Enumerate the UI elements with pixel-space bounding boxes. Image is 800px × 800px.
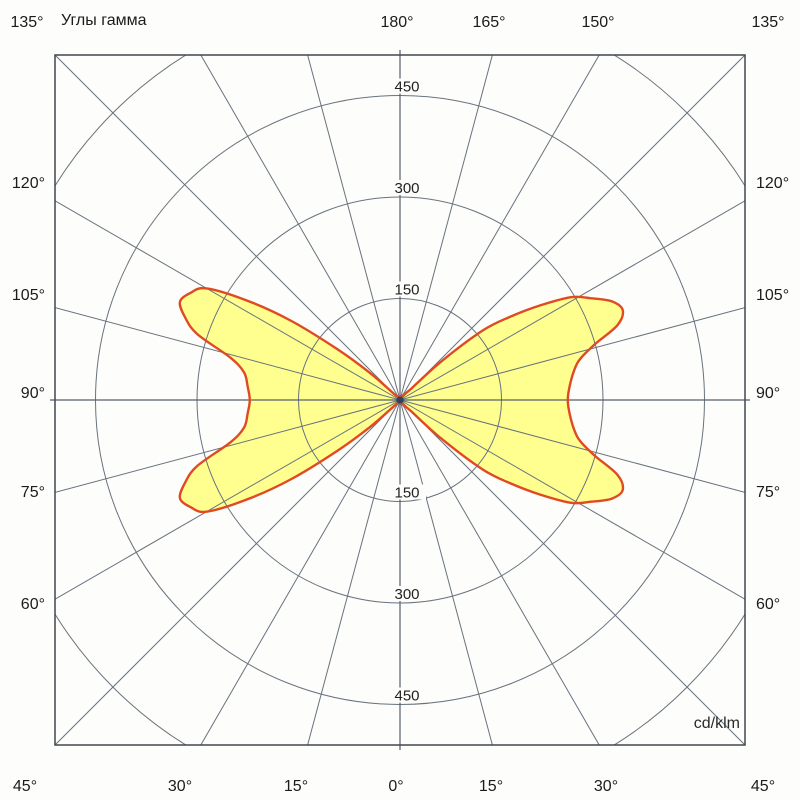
angle-label-bottom: 30° <box>168 778 192 795</box>
grid-radial-line <box>399 399 493 745</box>
scale-label-bg <box>389 484 426 500</box>
plot-border <box>54 54 746 746</box>
grid-radial-line <box>399 399 600 745</box>
grid-radial-line <box>399 200 745 401</box>
chart-title: Углы гамма <box>61 12 147 29</box>
scale-label-bg <box>389 586 426 601</box>
angle-label-top: 150° <box>581 14 614 31</box>
intensity-lobe-left-outline <box>178 286 402 514</box>
grid-radial-line <box>399 399 745 745</box>
grid-radial-line <box>55 55 401 401</box>
scale-label: 150 <box>394 282 419 299</box>
scale-label-bg <box>389 78 426 94</box>
angle-label-bottom: 45° <box>751 778 775 795</box>
angle-label-right: 105° <box>756 287 789 304</box>
scale-label: 450 <box>394 688 419 705</box>
grid-radial-line <box>307 55 401 401</box>
angle-label-left: 105° <box>12 287 45 304</box>
grid-radial-line <box>399 399 745 493</box>
scale-label: 300 <box>394 180 419 197</box>
grid-radial-line <box>399 307 745 401</box>
angle-label-left: 120° <box>12 175 45 192</box>
scale-label-bg <box>389 281 426 297</box>
grid-radial-line <box>399 55 600 401</box>
angle-label-bottom: 30° <box>594 778 618 795</box>
scale-label: 150 <box>394 485 419 502</box>
angle-label-right: 120° <box>756 175 789 192</box>
angle-label-top: 135° <box>10 14 43 31</box>
radial-scale-labels: 450 300 150 150 300 450 <box>389 78 426 705</box>
scale-label: 450 <box>394 79 419 96</box>
intensity-lobe-right-outline <box>398 295 625 505</box>
angle-labels: 135° 180° 165° 150° 135° 120° 105° 90° 75° 60° 120… <box>10 14 789 795</box>
origin-dot <box>396 396 404 404</box>
angle-label-left: 60° <box>21 596 45 613</box>
grid-radial-line <box>399 55 745 401</box>
intensity-curve-outline-layer <box>178 286 625 514</box>
grid-radial-line <box>55 200 401 401</box>
grid-radial-line <box>55 307 401 401</box>
angle-label-bottom: 0° <box>388 778 403 795</box>
angle-label-top: 135° <box>751 14 784 31</box>
angle-label-left: 90° <box>21 385 45 402</box>
grid-radial-line <box>200 55 401 401</box>
unit-label: cd/klm <box>693 715 740 732</box>
grid-radial-line <box>55 399 401 493</box>
angle-label-bottom: 15° <box>479 778 503 795</box>
scale-label-bg <box>389 180 426 195</box>
angle-label-top: 165° <box>472 14 505 31</box>
scale-label: 300 <box>394 586 419 603</box>
grid-radial-line <box>200 399 401 745</box>
angle-label-bottom: 45° <box>13 778 37 795</box>
angle-label-right: 75° <box>756 484 780 501</box>
grid-radial-line <box>307 399 401 745</box>
angle-label-left: 75° <box>21 484 45 501</box>
angle-label-top: 180° <box>380 14 413 31</box>
grid-radial-line <box>55 399 401 600</box>
grid-radial-line <box>399 399 745 600</box>
angle-label-bottom: 15° <box>284 778 308 795</box>
angle-label-right: 60° <box>756 596 780 613</box>
angle-label-right: 90° <box>756 385 780 402</box>
grid-radial-line <box>399 55 493 401</box>
scale-label-bg <box>389 687 426 703</box>
grid-radial-line <box>55 399 401 745</box>
